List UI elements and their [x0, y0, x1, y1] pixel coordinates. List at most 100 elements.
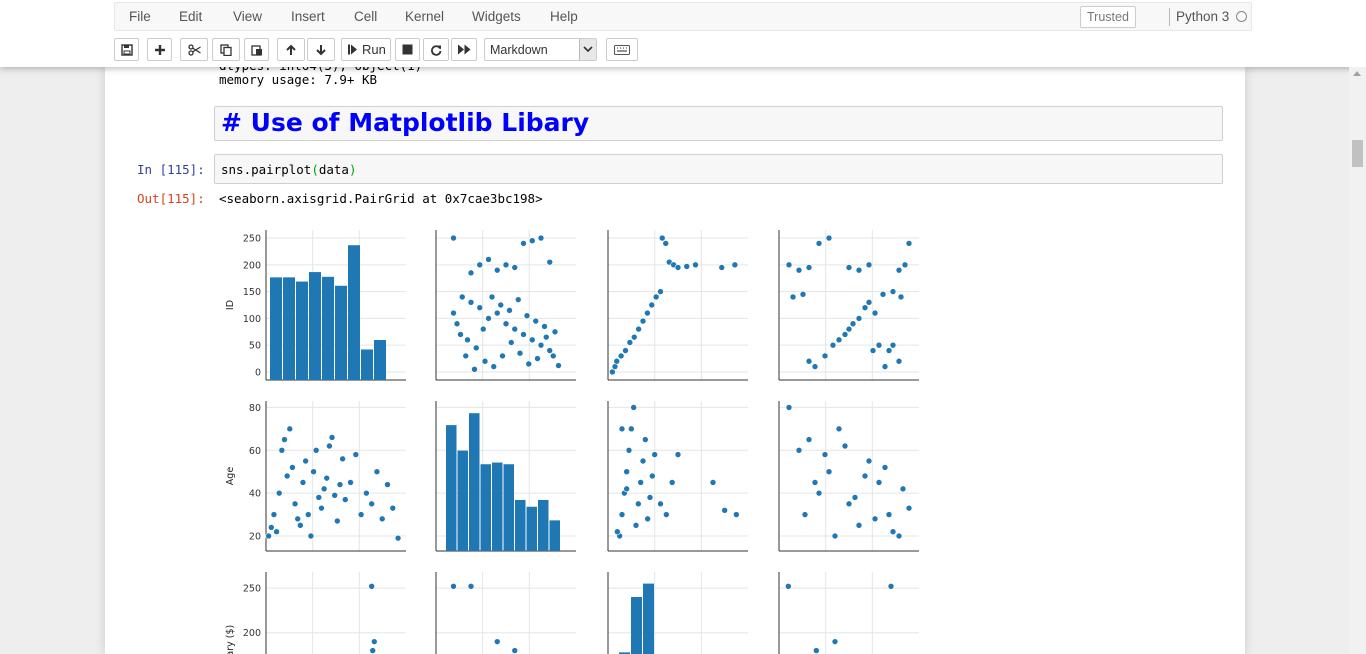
menu-kernel[interactable]: Kernel	[405, 9, 445, 24]
command-palette-button[interactable]	[606, 38, 638, 61]
move-up-button[interactable]	[277, 38, 305, 61]
restart-run-all-button[interactable]	[451, 38, 477, 61]
scatter-point	[625, 446, 633, 454]
menu-insert[interactable]: Insert	[291, 9, 325, 24]
scatter-point	[895, 266, 903, 274]
scatter-point	[897, 293, 905, 301]
scatter-point	[644, 515, 651, 523]
scatter-point	[632, 521, 640, 529]
scrollbar-thumb[interactable]	[1352, 140, 1363, 167]
menu-view[interactable]: View	[233, 9, 263, 24]
menu-widgets[interactable]: Widgets	[472, 9, 521, 24]
scatter-point	[467, 299, 475, 306]
scatter-point	[649, 472, 656, 480]
move-down-button[interactable]	[307, 38, 335, 61]
y-tick-label: 250	[243, 584, 261, 595]
save-icon	[120, 43, 133, 56]
scatter-point	[731, 261, 739, 269]
scatter-point	[618, 511, 626, 518]
insert-cell-button[interactable]	[147, 38, 172, 61]
histogram-bar	[283, 277, 295, 380]
scatter-point	[635, 325, 642, 333]
scatter-point	[789, 293, 797, 301]
scatter-point	[835, 425, 843, 433]
scatter-point	[855, 315, 863, 322]
scatter-point	[378, 515, 386, 523]
code-cell-input[interactable]: sns.pairplot(data)	[214, 154, 1223, 184]
histogram-bar	[270, 277, 282, 380]
scatter-point	[294, 515, 301, 523]
scatter-point	[331, 491, 338, 499]
histogram-bar	[322, 276, 334, 380]
scatter-point	[614, 528, 621, 536]
scatter-point	[875, 341, 883, 349]
scatter-point	[511, 325, 519, 333]
code-paren-open: (	[311, 162, 319, 177]
menu-file[interactable]: File	[129, 9, 151, 24]
scatter-point	[289, 464, 296, 471]
histogram-bar	[309, 272, 321, 380]
restart-button[interactable]	[423, 38, 449, 61]
code-paren-close: )	[348, 162, 357, 177]
scatter-point	[384, 481, 391, 488]
histogram-bar	[515, 499, 526, 551]
scatter-point	[639, 317, 647, 325]
scatter-point	[613, 357, 621, 365]
histogram-bar	[549, 520, 560, 551]
scatter-point	[869, 347, 877, 354]
arrow-up-icon	[286, 44, 296, 55]
y-axis-label: Age	[225, 467, 236, 486]
scatter-point	[525, 360, 533, 368]
interrupt-button[interactable]	[395, 38, 420, 61]
cut-off-line: dtypes: int64(3), object(1)	[219, 67, 422, 73]
markdown-cell[interactable]: # Use of Matplotlib Libary	[214, 106, 1223, 141]
scatter-point	[479, 325, 487, 333]
scatter-point	[718, 264, 726, 271]
scatter-point	[879, 290, 887, 298]
scatter-point	[821, 352, 829, 360]
scatter-point	[623, 468, 630, 476]
menu-cell[interactable]: Cell	[354, 9, 378, 24]
scatter-point	[785, 404, 793, 411]
menu-edit[interactable]: Edit	[179, 9, 203, 24]
scatter-point	[785, 261, 793, 269]
scatter-point	[457, 331, 464, 338]
scatter-point	[371, 638, 378, 645]
scatter-point	[881, 464, 889, 471]
menu-help[interactable]: Help	[550, 9, 578, 24]
scatter-point	[657, 500, 664, 508]
save-button[interactable]	[114, 38, 139, 61]
scatter-point	[312, 446, 320, 454]
scatter-point	[899, 485, 907, 493]
scroll-up-arrow-icon[interactable]	[1353, 71, 1361, 76]
copy-button[interactable]	[212, 38, 240, 61]
cut-button[interactable]	[180, 38, 208, 61]
scatter-point	[887, 582, 895, 590]
scatter-point	[642, 436, 649, 443]
y-tick-label: 200	[243, 628, 261, 639]
y-tick-label: 60	[249, 446, 261, 457]
scatter-point	[520, 331, 527, 338]
trusted-indicator[interactable]: Trusted	[1080, 6, 1136, 28]
scatter-point	[453, 320, 461, 328]
kernel-idle-icon	[1236, 11, 1247, 22]
scatter-point	[514, 296, 522, 303]
y-tick-label: 50	[249, 341, 261, 352]
scatter-point	[546, 347, 554, 354]
scatter-point	[885, 347, 893, 354]
scatter-point	[895, 357, 903, 365]
scatter-point	[493, 309, 501, 317]
histogram-bar	[457, 450, 468, 551]
scatter-point	[841, 331, 849, 338]
cell-type-select[interactable]: Markdown	[484, 38, 597, 61]
scatter-point	[861, 304, 869, 311]
scatter-point	[692, 261, 699, 269]
y-tick-label: 0	[255, 367, 261, 378]
scatter-point	[458, 293, 466, 301]
page-scrollbar[interactable]	[1349, 67, 1366, 654]
run-button[interactable]: Run	[341, 38, 391, 61]
histogram-bar	[492, 462, 503, 551]
scatter-point	[304, 511, 312, 518]
run-label: Run	[362, 42, 386, 57]
paste-button[interactable]	[244, 38, 269, 61]
